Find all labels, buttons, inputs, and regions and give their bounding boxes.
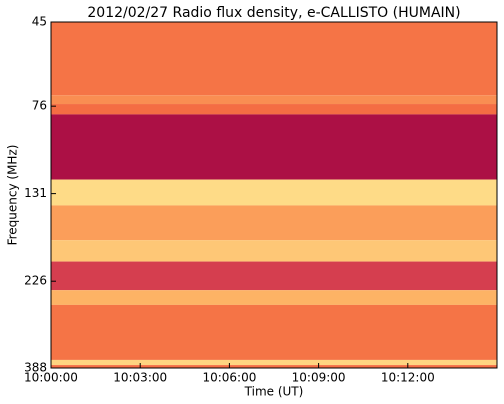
spectrum-band xyxy=(51,104,497,115)
x-axis-label: Time (UT) xyxy=(244,385,304,399)
spectrum-band xyxy=(51,114,497,180)
y-tick-label: 131 xyxy=(24,186,47,200)
spectrum-band xyxy=(51,365,497,368)
spectrum-band xyxy=(51,22,497,96)
y-tick-label: 226 xyxy=(24,274,47,288)
x-tick-label: 10:03:00 xyxy=(113,371,167,385)
spectrum-band xyxy=(51,290,497,305)
spectrum-band xyxy=(51,240,497,262)
chart-title: 2012/02/27 Radio flux density, e-CALLIST… xyxy=(87,5,460,21)
plot-frame xyxy=(50,21,498,369)
x-tick-label: 10:06:00 xyxy=(202,371,256,385)
y-axis-label: Frequency (MHz) xyxy=(6,145,20,246)
y-tick-label: 45 xyxy=(32,15,47,29)
spectrum-band xyxy=(51,205,497,241)
x-tick-label: 10:12:00 xyxy=(381,371,435,385)
y-tick-label: 76 xyxy=(32,99,47,113)
x-tick-label: 10:00:00 xyxy=(24,371,78,385)
spectrum-band xyxy=(51,359,497,366)
spectrum-band xyxy=(51,179,497,206)
spectrum-band xyxy=(51,95,497,105)
spectrum-band xyxy=(51,261,497,291)
y-tick-label: 388 xyxy=(24,361,47,375)
spectrum-band xyxy=(51,304,497,360)
x-tick-label: 10:09:00 xyxy=(292,371,346,385)
